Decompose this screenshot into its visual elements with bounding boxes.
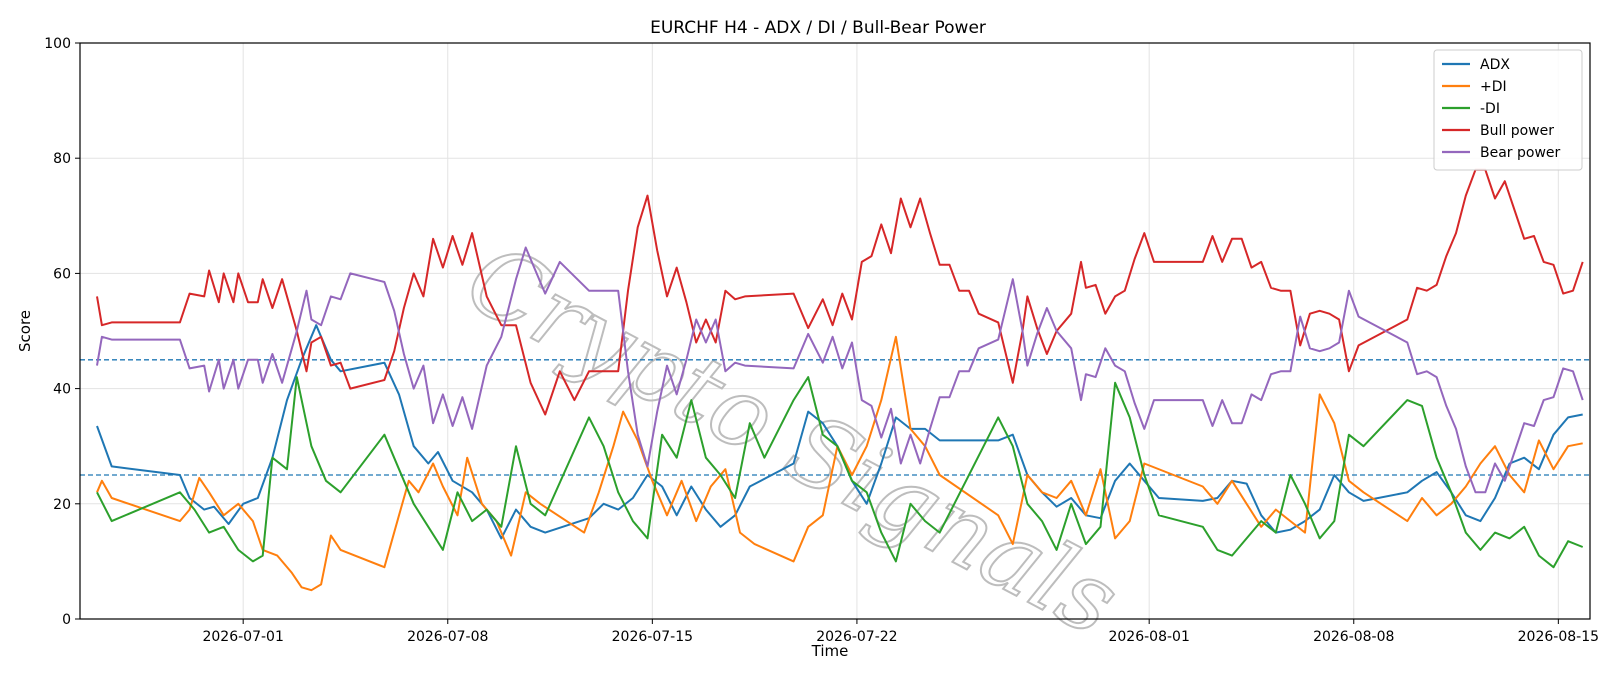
series-line-di: [96, 376, 1584, 569]
series-line-bear-power: [96, 246, 1584, 494]
x-axis-label: Time: [811, 642, 849, 660]
y-tick-label: 100: [44, 36, 71, 52]
x-tick-label: 2026-07-01: [202, 629, 283, 645]
x-tick-label: 2026-07-08: [407, 629, 488, 645]
y-axis-label: Score: [16, 310, 34, 352]
plot-frame: [79, 42, 1591, 620]
legend-label: +DI: [1480, 79, 1507, 95]
watermark: Crypto Signals: [449, 221, 1136, 657]
x-tick-label: 2026-07-15: [612, 629, 693, 645]
x-tick-label: 2026-07-22: [816, 629, 897, 645]
x-tick-label: 2026-08-01: [1108, 629, 1189, 645]
y-axis-ticks: 0 20 40 60 80 100: [44, 36, 80, 628]
y-tick-label: 20: [53, 497, 71, 513]
x-axis-ticks: 2026-07-01 2026-07-08 2026-07-15 2026-07-22…: [202, 619, 1599, 645]
x-tick-label: 2026-08-15: [1518, 629, 1599, 645]
legend-label: Bear power: [1480, 145, 1561, 161]
y-tick-label: 60: [53, 266, 71, 282]
series-line-di: [96, 335, 1583, 592]
x-tick-label: 2026-08-08: [1313, 629, 1394, 645]
legend-label: ADX: [1480, 57, 1510, 73]
legend-label: -DI: [1480, 101, 1500, 117]
series-line-bull-power: [96, 168, 1584, 416]
y-tick-label: 80: [53, 151, 71, 167]
legend-box: [1433, 49, 1583, 171]
y-tick-label: 0: [62, 612, 71, 628]
series-lines: [96, 168, 1584, 592]
legend: ADX +DI -DI Bull power Bear power: [1433, 49, 1583, 171]
y-tick-label: 40: [53, 382, 71, 398]
chart-title: EURCHF H4 - ADX / DI / Bull-Bear Power: [650, 18, 986, 38]
legend-label: Bull power: [1480, 123, 1554, 139]
grid: [80, 42, 1590, 620]
